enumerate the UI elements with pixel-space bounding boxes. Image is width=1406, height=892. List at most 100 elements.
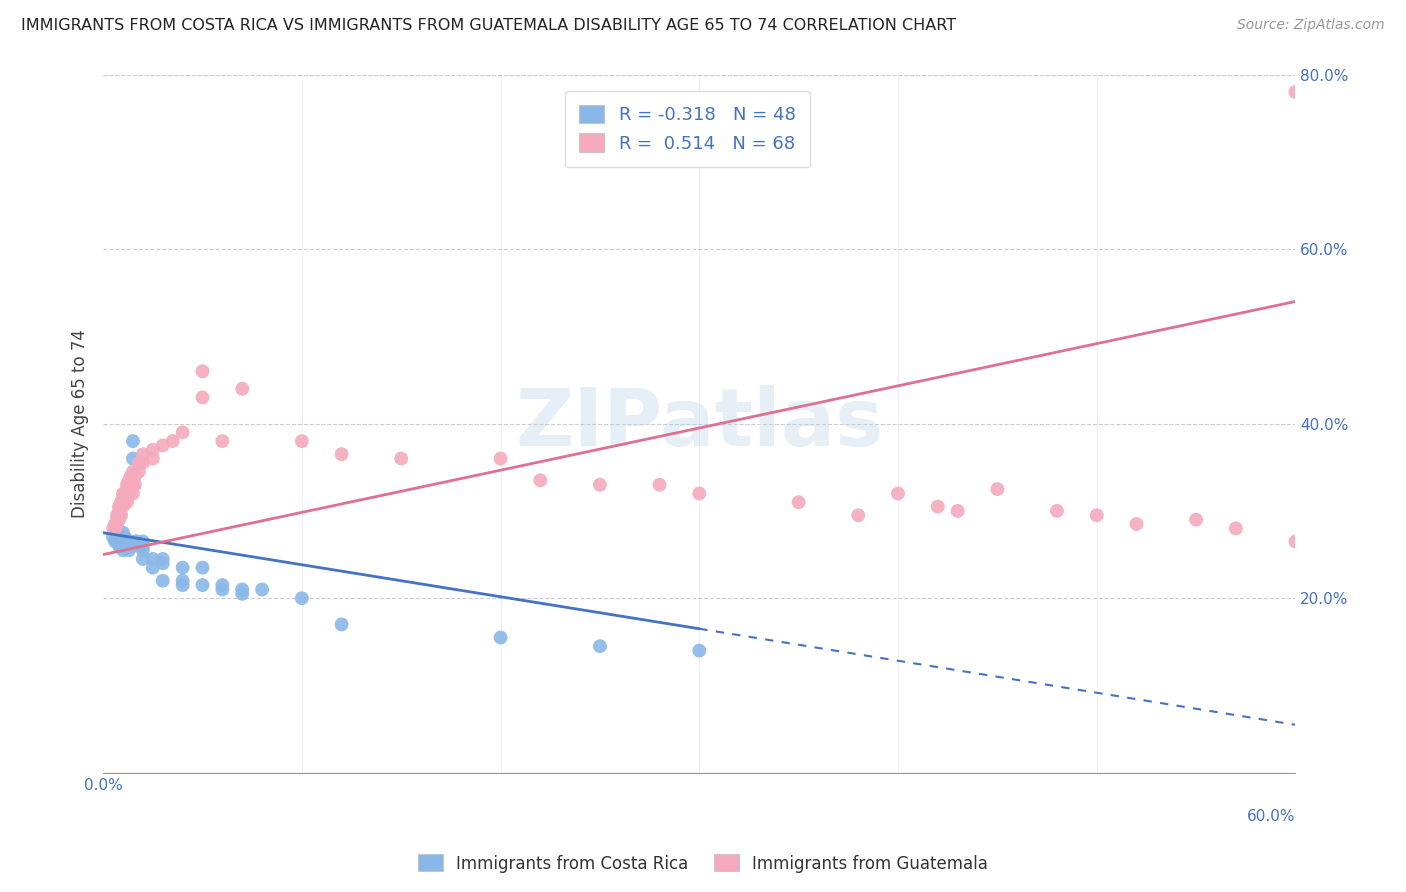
Point [122, 451, 145, 466]
Point [120, 469, 142, 483]
Point [114, 530, 136, 544]
Point [110, 534, 132, 549]
Point [946, 504, 969, 518]
Point [648, 477, 671, 491]
Point [110, 508, 132, 523]
Point [108, 513, 131, 527]
Point [120, 477, 142, 491]
Point [986, 482, 1008, 496]
Point [231, 587, 253, 601]
Point [172, 574, 194, 588]
Point [122, 434, 145, 449]
Point [118, 477, 141, 491]
Point [111, 495, 134, 509]
Point [110, 495, 132, 509]
Point [108, 508, 131, 523]
Point [787, 495, 810, 509]
Point [114, 486, 136, 500]
Point [105, 508, 128, 523]
Point [122, 465, 145, 479]
Point [124, 469, 146, 483]
Point [114, 534, 136, 549]
Point [389, 451, 412, 466]
Point [1225, 521, 1247, 535]
Point [128, 456, 150, 470]
Point [115, 477, 138, 491]
Point [111, 500, 134, 514]
Point [162, 434, 184, 449]
Point [191, 578, 214, 592]
Point [589, 477, 612, 491]
Point [125, 534, 148, 549]
Point [124, 534, 146, 549]
Point [529, 474, 551, 488]
Point [330, 447, 353, 461]
Point [489, 631, 512, 645]
Point [152, 556, 174, 570]
Point [115, 539, 138, 553]
Point [191, 560, 214, 574]
Point [191, 391, 214, 405]
Point [108, 534, 131, 549]
Point [111, 543, 134, 558]
Point [172, 560, 194, 574]
Point [118, 474, 141, 488]
Point [118, 486, 141, 500]
Point [291, 591, 314, 606]
Text: IMMIGRANTS FROM COSTA RICA VS IMMIGRANTS FROM GUATEMALA DISABILITY AGE 65 TO 74 : IMMIGRANTS FROM COSTA RICA VS IMMIGRANTS… [21, 18, 956, 33]
Point [132, 539, 155, 553]
Point [110, 539, 132, 553]
Legend: Immigrants from Costa Rica, Immigrants from Guatemala: Immigrants from Costa Rica, Immigrants f… [412, 847, 994, 880]
Point [110, 500, 132, 514]
Point [111, 491, 134, 505]
Point [688, 643, 710, 657]
Point [142, 560, 165, 574]
Point [124, 477, 146, 491]
Point [172, 425, 194, 440]
Point [142, 552, 165, 566]
Point [191, 364, 214, 378]
Point [105, 513, 128, 527]
Point [1284, 534, 1306, 549]
Point [104, 516, 127, 531]
Point [846, 508, 869, 523]
Point [231, 382, 253, 396]
Point [589, 639, 612, 653]
Point [132, 447, 155, 461]
Text: Source: ZipAtlas.com: Source: ZipAtlas.com [1237, 18, 1385, 32]
Point [111, 525, 134, 540]
Point [489, 451, 512, 466]
Point [122, 469, 145, 483]
Point [142, 442, 165, 457]
Point [120, 539, 142, 553]
Point [105, 516, 128, 531]
Point [1284, 85, 1306, 99]
Point [105, 530, 128, 544]
Point [114, 491, 136, 505]
Point [291, 434, 314, 449]
Point [211, 434, 233, 449]
Legend: R = -0.318   N = 48, R =  0.514   N = 68: R = -0.318 N = 48, R = 0.514 N = 68 [565, 90, 810, 167]
Point [115, 482, 138, 496]
Point [142, 451, 165, 466]
Point [250, 582, 273, 597]
Point [104, 534, 127, 549]
Point [231, 582, 253, 597]
Point [128, 539, 150, 553]
Point [1125, 516, 1147, 531]
Point [122, 477, 145, 491]
Point [688, 486, 710, 500]
Point [132, 534, 155, 549]
Point [108, 539, 131, 553]
Text: ZIPatlas: ZIPatlas [515, 384, 883, 463]
Point [111, 534, 134, 549]
Point [132, 552, 155, 566]
Point [115, 491, 138, 505]
Point [128, 465, 150, 479]
Point [122, 486, 145, 500]
Point [1185, 513, 1208, 527]
Point [172, 578, 194, 592]
Text: 60.0%: 60.0% [1247, 809, 1295, 824]
Point [101, 521, 124, 535]
Point [211, 578, 233, 592]
